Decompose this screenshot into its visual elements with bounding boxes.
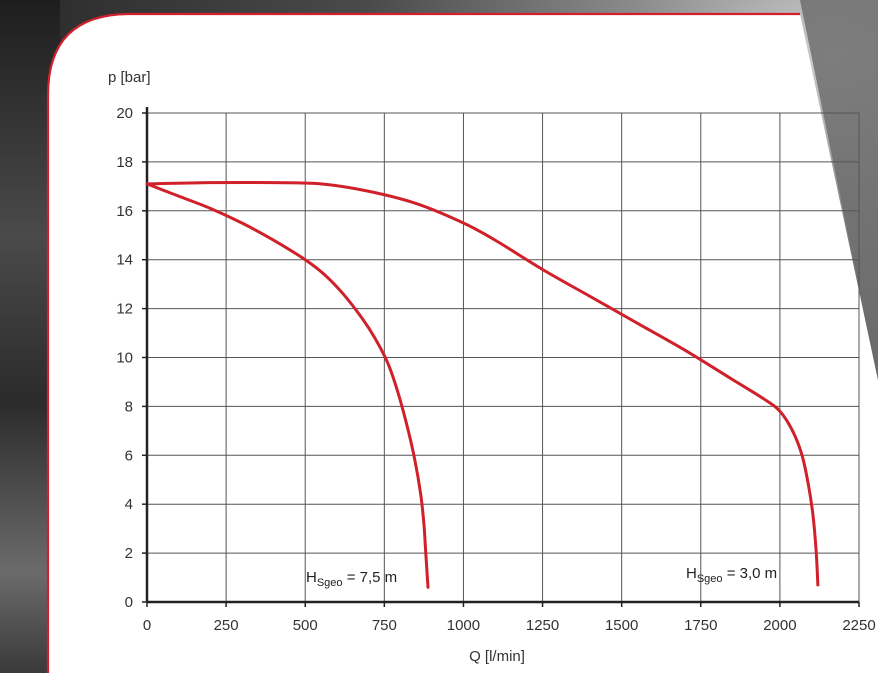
y-tick-label: 2 bbox=[125, 545, 133, 562]
x-tick-label: 500 bbox=[293, 617, 318, 634]
curve-layer bbox=[145, 181, 820, 589]
y-tick-label: 12 bbox=[116, 301, 133, 318]
series-label-main: H bbox=[306, 569, 317, 586]
y-tick-label: 4 bbox=[125, 496, 133, 513]
series-label-7-5m: HSgeo = 7,5 m bbox=[306, 569, 397, 589]
y-tick-label: 16 bbox=[116, 203, 133, 220]
y-tick-label: 6 bbox=[125, 447, 133, 464]
x-tick-label: 1250 bbox=[526, 617, 559, 634]
card-border bbox=[46, 12, 800, 673]
series-label-sub: Sgeo bbox=[317, 577, 343, 589]
y-tick-label: 20 bbox=[116, 105, 133, 122]
y-tick-label: 14 bbox=[116, 252, 133, 269]
series-label-sub: Sgeo bbox=[697, 573, 723, 585]
series-label-main: H bbox=[686, 565, 697, 582]
grid-layer bbox=[147, 112, 860, 602]
series-label-rest: = 7,5 m bbox=[343, 569, 398, 586]
x-tick-label: 2250 bbox=[842, 617, 875, 634]
x-tick-label: 2000 bbox=[763, 617, 796, 634]
axis-layer: 0 2 4 6 8 10 12 14 16 18 20 0 250 500 750 1000 1250 1500 1… bbox=[116, 105, 875, 634]
y-axis-label: p [bar] bbox=[108, 69, 151, 86]
x-axis-label: Q [l/min] bbox=[469, 648, 525, 665]
y-tick-label: 10 bbox=[116, 350, 133, 367]
y-tick-label: 8 bbox=[125, 398, 133, 415]
x-tick-label: 1000 bbox=[447, 617, 480, 634]
series-line-0 bbox=[145, 182, 430, 589]
x-tick-label: 1500 bbox=[605, 617, 638, 634]
x-tick-label: 750 bbox=[372, 617, 397, 634]
series-label-3-0m: HSgeo = 3,0 m bbox=[686, 565, 777, 585]
y-tick-label: 0 bbox=[125, 594, 133, 611]
series-label-rest: = 3,0 m bbox=[723, 565, 778, 582]
x-tick-label: 1750 bbox=[684, 617, 717, 634]
x-tick-label: 250 bbox=[214, 617, 239, 634]
y-tick-label: 18 bbox=[116, 154, 133, 171]
x-tick-label: 0 bbox=[143, 617, 151, 634]
series-line-1 bbox=[145, 181, 820, 587]
